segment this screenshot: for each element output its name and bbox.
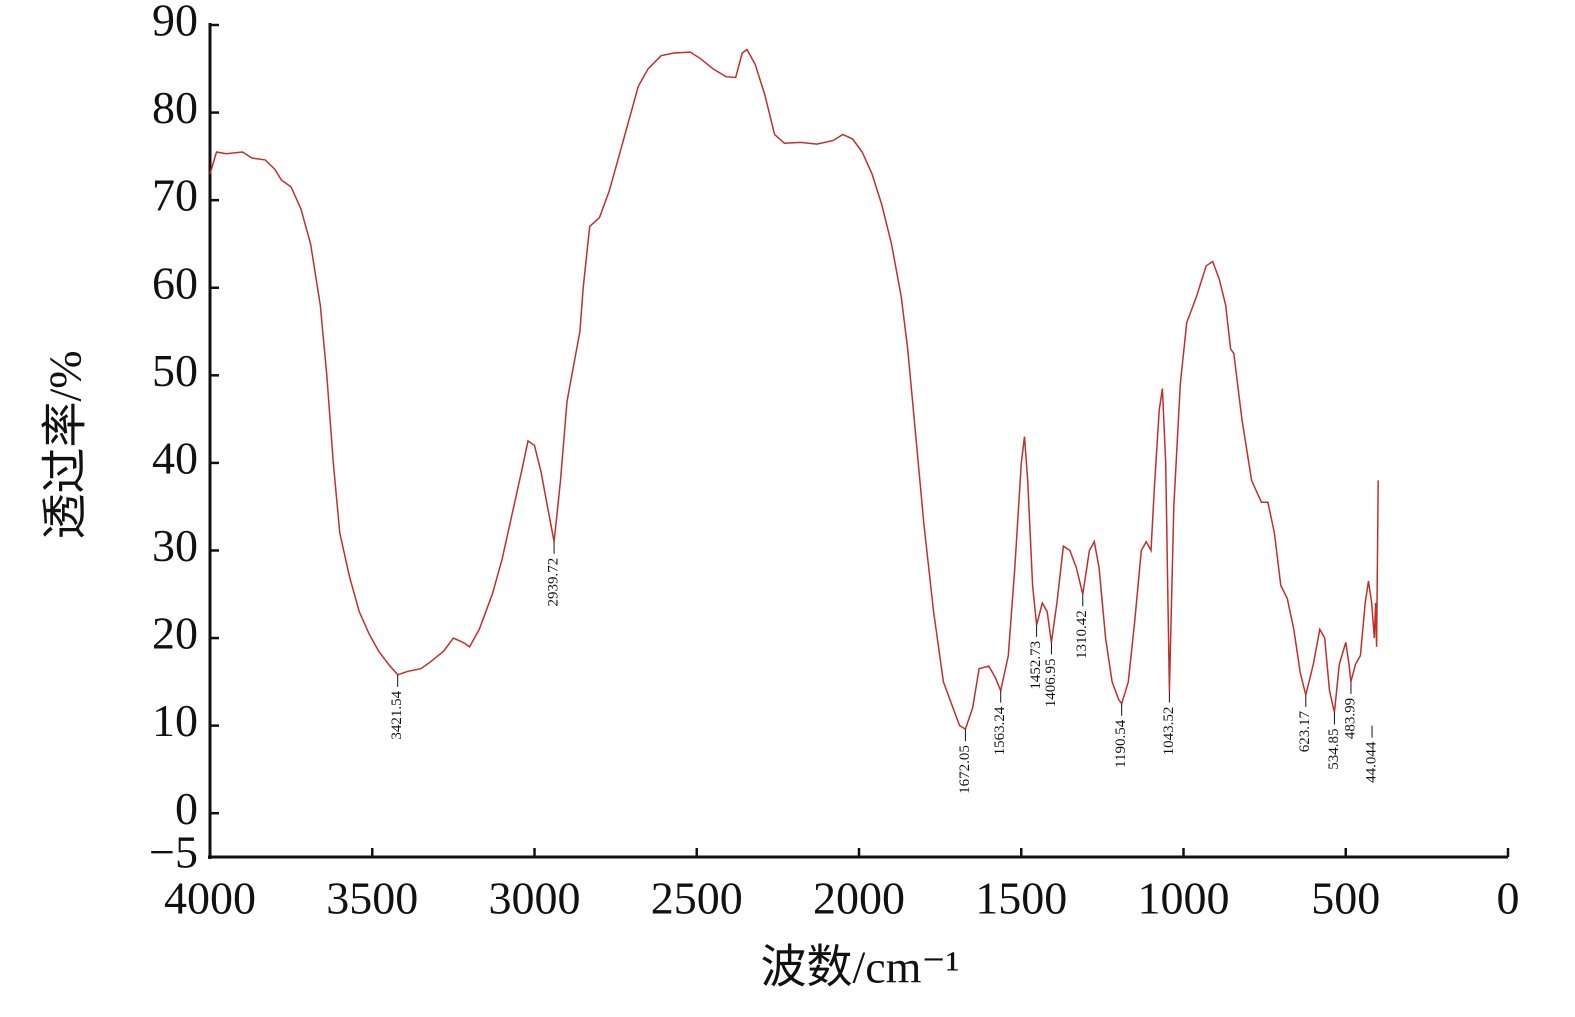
annotation-label: 623.17	[1297, 710, 1313, 752]
y-tick-label: −5	[149, 827, 198, 878]
y-tick-label: 10	[152, 695, 198, 746]
annotation-label: 1672.05	[957, 745, 973, 794]
annotation-label: 2939.72	[545, 558, 561, 607]
annotation-label: 1563.24	[992, 706, 1008, 755]
x-tick-label: 500	[1311, 873, 1380, 924]
y-tick-label: 60	[152, 257, 198, 308]
annotation-label: 1310.42	[1074, 610, 1090, 659]
y-tick-label: 40	[152, 432, 198, 483]
y-tick-label: 50	[152, 345, 198, 396]
spectrum-line	[209, 48, 1379, 731]
x-tick-label: 0	[1497, 873, 1520, 924]
annotation-label: 1406.95	[1043, 658, 1059, 707]
x-tick-label: 3000	[489, 873, 581, 924]
annotation-label: 534.85	[1326, 728, 1342, 769]
x-tick-label: 1500	[975, 873, 1067, 924]
y-axis-label: 透过率/%	[40, 350, 91, 539]
annotation-label: 3421.54	[389, 690, 405, 739]
annotation-label: 483.99	[1342, 698, 1358, 739]
annotation-label: 1452.73	[1028, 641, 1044, 690]
y-tick-label: 90	[152, 0, 198, 46]
y-tick-label: 20	[152, 608, 198, 659]
y-tick-label: 80	[152, 82, 198, 133]
annotation-label: 1190.54	[1113, 719, 1129, 768]
annotation-label: 44.044	[1363, 741, 1379, 783]
annotation-label: 1043.52	[1161, 707, 1177, 756]
x-tick-label: 1000	[1138, 873, 1230, 924]
x-tick-label: 2000	[813, 873, 905, 924]
y-tick-label: 70	[152, 170, 198, 221]
x-tick-label: 4000	[164, 873, 256, 924]
y-tick-label: 30	[152, 520, 198, 571]
x-tick-label: 2500	[651, 873, 743, 924]
x-tick-label: 3500	[326, 873, 418, 924]
x-axis-label: 波数/cm⁻¹	[760, 942, 959, 993]
y-tick-label: 0	[175, 783, 198, 834]
